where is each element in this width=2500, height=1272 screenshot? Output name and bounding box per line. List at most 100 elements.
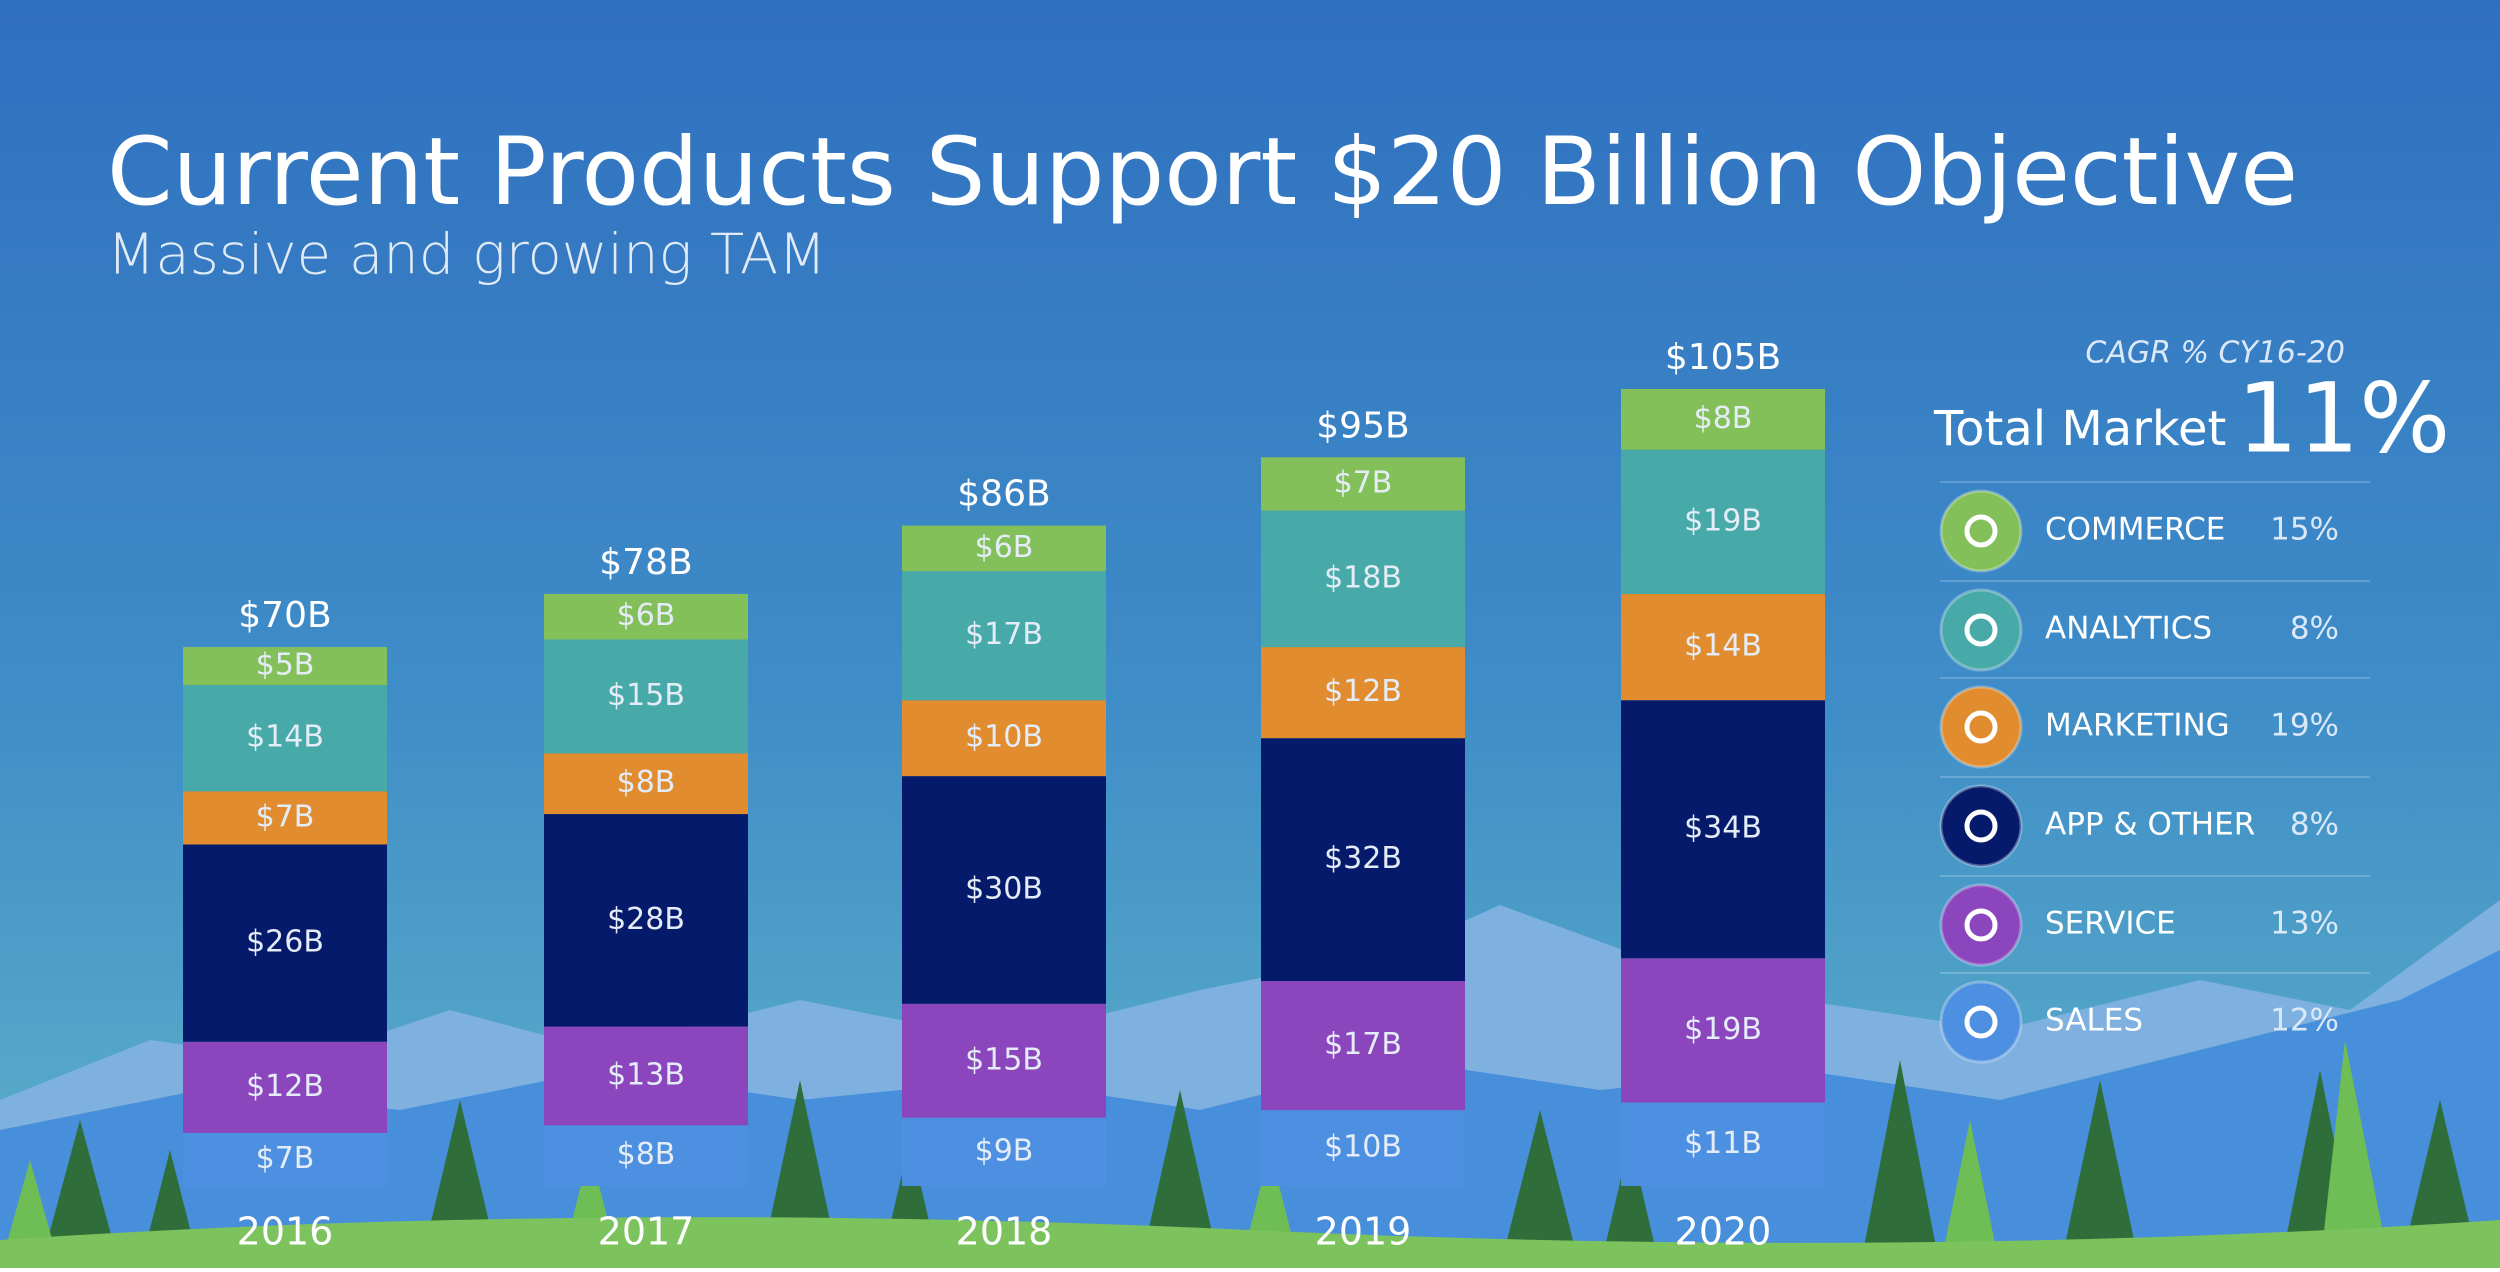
bar-segment: [1261, 457, 1465, 511]
legend-icon: [1939, 980, 2023, 1064]
segment-label: $30B: [965, 871, 1043, 906]
x-tick-label: 2018: [956, 1210, 1053, 1254]
total-label: $70B: [238, 595, 331, 636]
bar-segment: [544, 753, 748, 815]
segment-label: $14B: [1684, 629, 1762, 664]
segment-label: $5B: [256, 648, 315, 683]
total-label: $78B: [599, 542, 692, 583]
segment-label: $15B: [965, 1042, 1043, 1077]
legend-icon-glyph: [1964, 710, 1998, 744]
total-label: $105B: [1665, 337, 1781, 378]
legend-cagr: 15%: [2270, 512, 2339, 548]
legend-icon: [1939, 685, 2023, 769]
segment-label: $7B: [1334, 465, 1393, 500]
segment-label: $13B: [607, 1057, 685, 1092]
legend-cagr: 13%: [2270, 906, 2339, 942]
bar-segment: [544, 1125, 748, 1186]
segment-label: $17B: [965, 617, 1043, 652]
segment-label: $12B: [246, 1069, 324, 1104]
legend-label: COMMERCE: [2045, 512, 2225, 548]
legend-cagr: 8%: [2290, 611, 2339, 647]
legend-icon-glyph: [1964, 613, 1998, 647]
bar-segment: [1261, 738, 1465, 982]
legend-label: APP & OTHER: [2045, 807, 2255, 843]
bar-segment: [544, 1026, 748, 1126]
legend-label: SALES: [2045, 1003, 2143, 1039]
segment-label: $19B: [1684, 1012, 1762, 1047]
legend-icon: [1939, 588, 2023, 672]
segment-label: $9B: [975, 1133, 1034, 1168]
legend-cagr: 12%: [2270, 1003, 2339, 1039]
segment-label: $6B: [617, 598, 676, 633]
bar-segment: [1261, 981, 1465, 1111]
chart-title: Current Products Support $20 Billion Obj…: [107, 118, 2298, 227]
x-tick-label: 2019: [1315, 1210, 1412, 1254]
segment-label: $32B: [1324, 841, 1402, 876]
bar-segment: [1621, 958, 1825, 1103]
bar-segment: [183, 647, 387, 686]
hills: [0, 950, 2500, 1268]
bar-segment: [902, 1003, 1106, 1118]
segment-label: $17B: [1324, 1027, 1402, 1062]
segment-label: $28B: [607, 902, 685, 937]
bar-segment: [1621, 389, 1825, 450]
bar-segment: [902, 1117, 1106, 1186]
legend-icon: [1939, 784, 2023, 868]
bar-segment: [902, 776, 1106, 1004]
segment-label: $8B: [617, 765, 676, 800]
segment-label: $18B: [1324, 560, 1402, 595]
legend-cagr: 19%: [2270, 708, 2339, 744]
segment-label: $26B: [246, 925, 324, 960]
x-tick-label: 2020: [1675, 1210, 1772, 1254]
segment-label: $10B: [965, 720, 1043, 755]
bar-segment: [1621, 1102, 1825, 1186]
segment-label: $19B: [1684, 503, 1762, 538]
legend-icon-glyph: [1964, 514, 1998, 548]
legend-icon: [1939, 883, 2023, 967]
ground: [0, 1217, 2500, 1268]
legend-icon: [1939, 489, 2023, 573]
total-market-cagr: 11%: [2237, 362, 2450, 474]
bar-segment: [544, 639, 748, 754]
bar-segment: [183, 791, 387, 845]
bar-segment: [1621, 449, 1825, 594]
bar-segment: [544, 814, 748, 1027]
segment-label: $6B: [975, 530, 1034, 565]
x-tick-label: 2016: [237, 1210, 334, 1254]
total-label: $95B: [1316, 405, 1409, 446]
bar-segment: [902, 525, 1106, 572]
segment-label: $7B: [256, 1141, 315, 1176]
segment-label: $7B: [256, 799, 315, 834]
legend-label: MARKETING: [2045, 708, 2230, 744]
chart-subtitle: Massive and growing TAM: [107, 222, 827, 287]
cagr-title: CAGR % CY16-20: [2085, 336, 2345, 371]
legend-icon-glyph: [1964, 1005, 1998, 1039]
bar-segment: [1621, 593, 1825, 701]
legend-cagr: 8%: [2290, 807, 2339, 843]
legend-icon-glyph: [1964, 908, 1998, 942]
legend-label: SERVICE: [2045, 906, 2176, 942]
bar-segment: [1261, 647, 1465, 739]
bar-segment: [1261, 1110, 1465, 1186]
bar-segment: [183, 1132, 387, 1186]
bar-segment: [1621, 700, 1825, 959]
segment-label: $8B: [617, 1137, 676, 1172]
total-market-label: Total Market: [1933, 401, 2226, 457]
bar-segment: [902, 571, 1106, 701]
segment-label: $34B: [1684, 811, 1762, 846]
segment-label: $8B: [1694, 401, 1753, 436]
segment-label: $11B: [1684, 1126, 1762, 1161]
bar-segment: [183, 1041, 387, 1133]
legend-icon-glyph: [1964, 809, 1998, 843]
bar-segment: [544, 593, 748, 640]
x-tick-label: 2017: [598, 1210, 695, 1254]
total-label: $86B: [957, 474, 1050, 515]
bar-segment: [183, 844, 387, 1042]
segment-label: $12B: [1324, 674, 1402, 709]
segment-label: $15B: [607, 678, 685, 713]
segment-label: $14B: [246, 720, 324, 755]
bar-segment: [183, 685, 387, 792]
segment-label: $10B: [1324, 1130, 1402, 1165]
bar-segment: [902, 700, 1106, 777]
